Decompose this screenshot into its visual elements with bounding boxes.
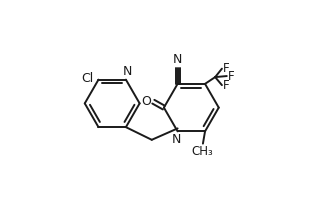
Text: F: F (223, 62, 229, 75)
Text: F: F (228, 70, 234, 83)
Text: N: N (122, 65, 132, 78)
Text: N: N (172, 134, 181, 146)
Text: CH₃: CH₃ (192, 145, 213, 158)
Text: F: F (223, 79, 229, 92)
Text: N: N (173, 53, 182, 66)
Text: Cl: Cl (81, 72, 93, 85)
Text: O: O (141, 95, 151, 108)
